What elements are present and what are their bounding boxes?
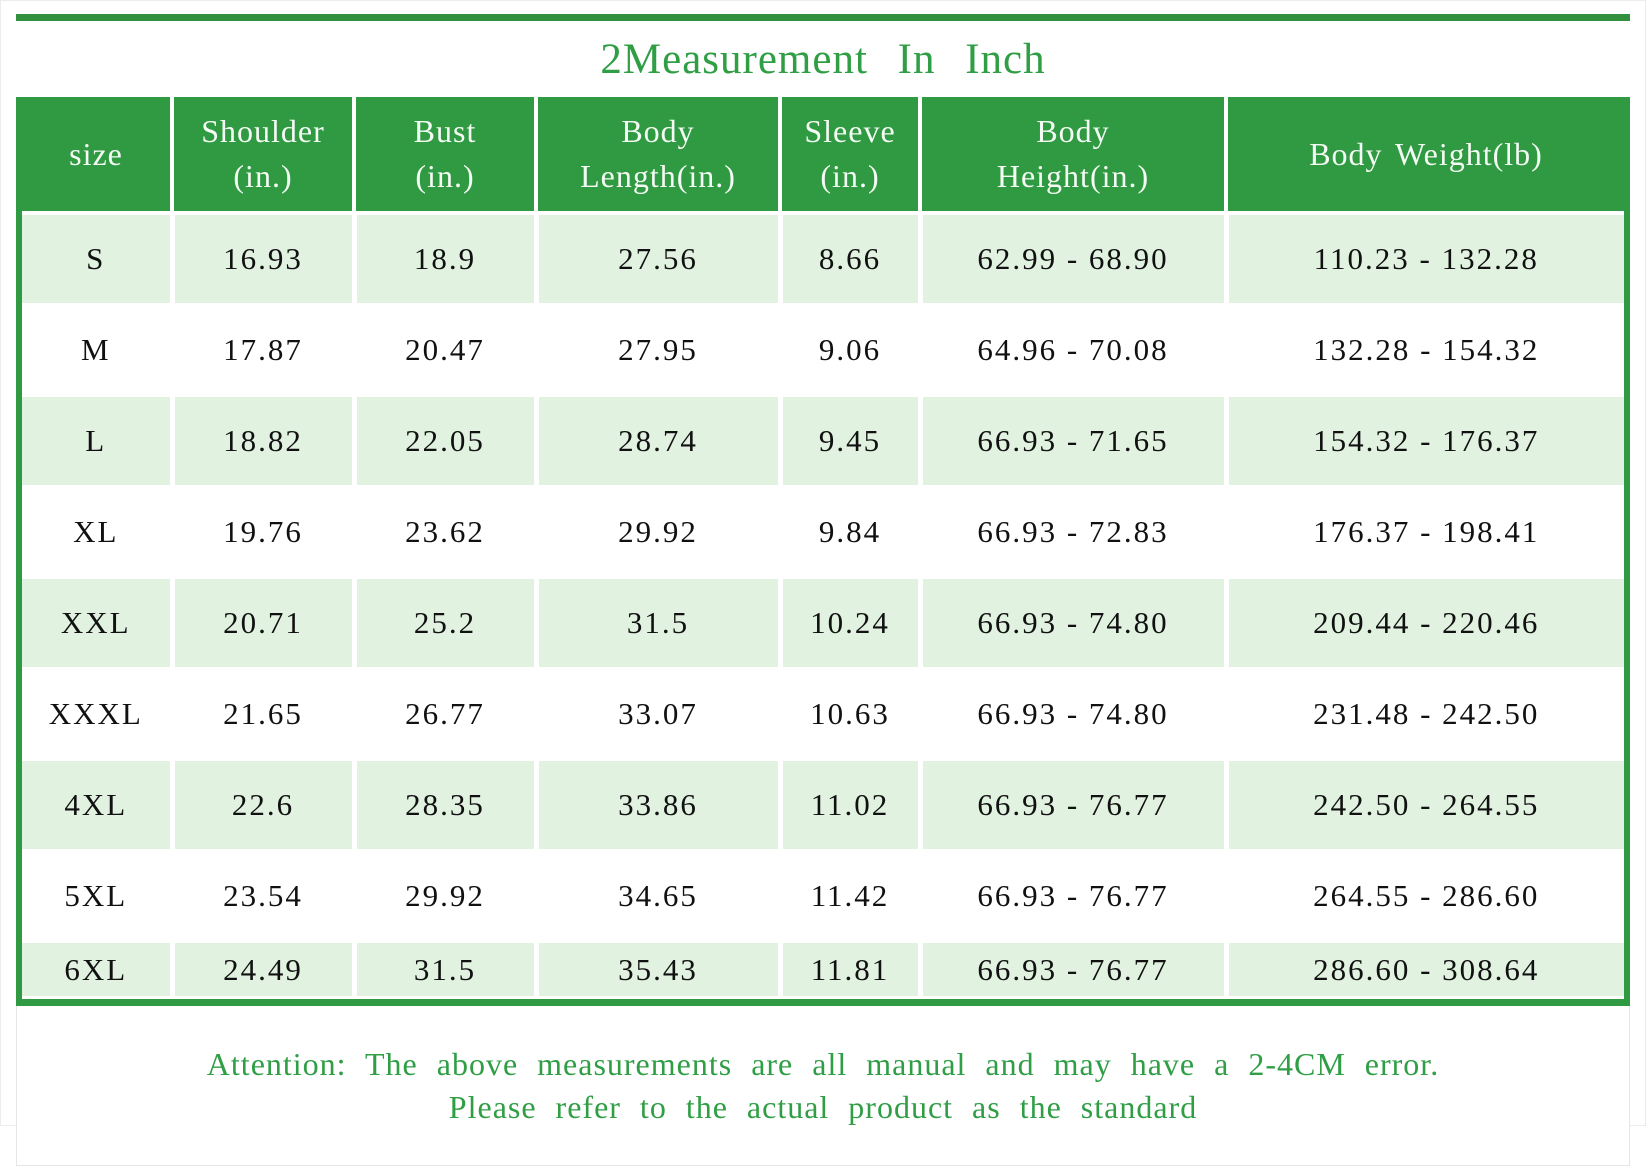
col-header-sleeve: Sleeve (in.) xyxy=(780,97,922,215)
value-cell: 22.05 xyxy=(354,395,539,488)
attention-line-1: Attention: The above measurements are al… xyxy=(206,1045,1440,1082)
size-cell: XXL xyxy=(22,577,175,670)
value-cell: 209.44 - 220.46 xyxy=(1226,577,1624,670)
value-cell: 154.32 - 176.37 xyxy=(1226,395,1624,488)
attention-line-2: Please refer to the actual product as th… xyxy=(448,1088,1198,1125)
table-row: XL 19.76 23.62 29.92 9.84 66.93 - 72.83 176.37… xyxy=(22,486,1624,579)
value-cell: 29.92 xyxy=(354,850,539,943)
page-title: 2Measurement In Inch xyxy=(600,35,1046,83)
value-cell: 64.96 - 70.08 xyxy=(920,304,1229,397)
value-cell: 22.6 xyxy=(172,759,357,852)
size-cell: XL xyxy=(22,486,175,579)
value-cell: 11.81 xyxy=(780,941,923,999)
value-cell: 20.47 xyxy=(354,304,539,397)
size-table: size Shoulder (in.) Bust (in.) Body Leng… xyxy=(22,97,1624,999)
value-cell: 31.5 xyxy=(354,941,539,999)
value-cell: 66.93 - 76.77 xyxy=(920,850,1229,943)
value-cell: 231.48 - 242.50 xyxy=(1226,668,1624,761)
value-cell: 23.62 xyxy=(354,486,539,579)
table-row: M 17.87 20.47 27.95 9.06 64.96 - 70.08 132.28 … xyxy=(22,304,1624,397)
value-cell: 11.02 xyxy=(780,759,923,852)
value-cell: 27.56 xyxy=(536,213,783,306)
value-cell: 66.93 - 72.83 xyxy=(920,486,1229,579)
value-cell: 16.93 xyxy=(172,213,357,306)
size-cell: L xyxy=(22,395,175,488)
value-cell: 23.54 xyxy=(172,850,357,943)
value-cell: 28.35 xyxy=(354,759,539,852)
value-cell: 10.63 xyxy=(780,668,923,761)
value-cell: 62.99 - 68.90 xyxy=(920,213,1229,306)
value-cell: 10.24 xyxy=(780,577,923,670)
value-cell: 28.74 xyxy=(536,395,783,488)
value-cell: 19.76 xyxy=(172,486,357,579)
col-header-body-weight: Body Weight(lb) xyxy=(1226,97,1624,215)
value-cell: 21.65 xyxy=(172,668,357,761)
value-cell: 27.95 xyxy=(536,304,783,397)
size-cell: 5XL xyxy=(22,850,175,943)
value-cell: 9.45 xyxy=(780,395,923,488)
value-cell: 25.2 xyxy=(354,577,539,670)
value-cell: 24.49 xyxy=(172,941,357,999)
value-cell: 66.93 - 76.77 xyxy=(920,759,1229,852)
value-cell: 17.87 xyxy=(172,304,357,397)
value-cell: 176.37 - 198.41 xyxy=(1226,486,1624,579)
table-row: 6XL 24.49 31.5 35.43 11.81 66.93 - 76.77 286.6… xyxy=(22,941,1624,999)
value-cell: 264.55 - 286.60 xyxy=(1226,850,1624,943)
value-cell: 66.93 - 71.65 xyxy=(920,395,1229,488)
table-row: S 16.93 18.9 27.56 8.66 62.99 - 68.90 110.23 -… xyxy=(22,213,1624,306)
size-cell: XXXL xyxy=(22,668,175,761)
col-header-shoulder: Shoulder (in.) xyxy=(172,97,356,215)
table-row: XXL 20.71 25.2 31.5 10.24 66.93 - 74.80 209.44… xyxy=(22,577,1624,670)
value-cell: 18.82 xyxy=(172,395,357,488)
value-cell: 66.93 - 74.80 xyxy=(920,577,1229,670)
value-cell: 20.71 xyxy=(172,577,357,670)
value-cell: 9.84 xyxy=(780,486,923,579)
col-header-body-length: Body Length(in.) xyxy=(536,97,782,215)
table-row: XXXL 21.65 26.77 33.07 10.63 66.93 - 74.80 231… xyxy=(22,668,1624,761)
value-cell: 66.93 - 74.80 xyxy=(920,668,1229,761)
col-header-body-height: Body Height(in.) xyxy=(920,97,1228,215)
value-cell: 9.06 xyxy=(780,304,923,397)
table-row: 5XL 23.54 29.92 34.65 11.42 66.93 - 76.77 264.… xyxy=(22,850,1624,943)
value-cell: 18.9 xyxy=(354,213,539,306)
value-cell: 29.92 xyxy=(536,486,783,579)
value-cell: 31.5 xyxy=(536,577,783,670)
value-cell: 286.60 - 308.64 xyxy=(1226,941,1624,999)
table-row: L 18.82 22.05 28.74 9.45 66.93 - 71.65 154.32 … xyxy=(22,395,1624,488)
attention-note: Attention: The above measurements are al… xyxy=(16,1006,1630,1166)
col-header-size: size xyxy=(22,97,174,215)
value-cell: 242.50 - 264.55 xyxy=(1226,759,1624,852)
value-cell: 8.66 xyxy=(780,213,923,306)
value-cell: 110.23 - 132.28 xyxy=(1226,213,1624,306)
value-cell: 35.43 xyxy=(536,941,783,999)
value-cell: 33.86 xyxy=(536,759,783,852)
size-cell: 6XL xyxy=(22,941,175,999)
header-row: size Shoulder (in.) Bust (in.) Body Leng… xyxy=(22,97,1624,215)
value-cell: 132.28 - 154.32 xyxy=(1226,304,1624,397)
value-cell: 11.42 xyxy=(780,850,923,943)
table-row: 4XL 22.6 28.35 33.86 11.02 66.93 - 76.77 242.5… xyxy=(22,759,1624,852)
value-cell: 26.77 xyxy=(354,668,539,761)
value-cell: 34.65 xyxy=(536,850,783,943)
value-cell: 66.93 - 76.77 xyxy=(920,941,1229,999)
size-cell: M xyxy=(22,304,175,397)
size-cell: 4XL xyxy=(22,759,175,852)
size-cell: S xyxy=(22,213,175,306)
col-header-bust: Bust (in.) xyxy=(354,97,538,215)
top-divider xyxy=(16,14,1630,21)
value-cell: 33.07 xyxy=(536,668,783,761)
size-table-frame: size Shoulder (in.) Bust (in.) Body Leng… xyxy=(16,97,1630,1006)
